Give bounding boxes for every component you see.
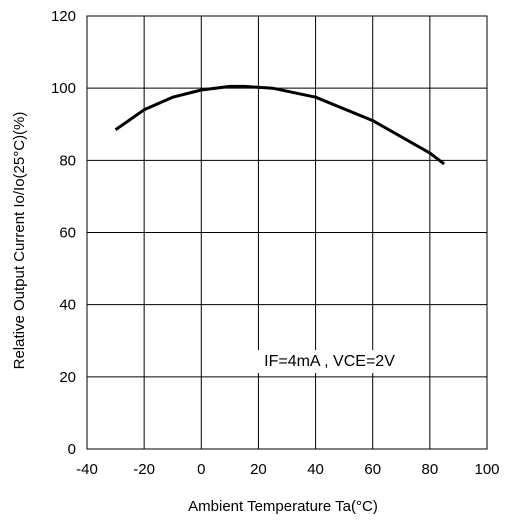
x-tick-label: 60: [364, 461, 381, 478]
y-tick-label: 40: [59, 297, 76, 314]
y-tick-label: 60: [59, 225, 76, 242]
annotation-text: IF=4mA , VCE=2V: [264, 353, 395, 370]
x-tick-labels: -40 -20 0 20 40 60 80 100: [76, 461, 499, 478]
x-tick-label: -20: [133, 461, 155, 478]
x-tick-label: 0: [197, 461, 205, 478]
x-tick-label: 80: [422, 461, 439, 478]
grid-lines: [86, 15, 488, 450]
x-tick-label: 20: [250, 461, 267, 478]
y-tick-label: 80: [59, 152, 76, 169]
plot-frame: [86, 15, 488, 450]
y-tick-label: 120: [51, 8, 76, 25]
series-group: [114, 84, 446, 166]
series-line-0: [114, 84, 446, 166]
y-tick-label: 100: [51, 80, 76, 97]
x-axis-label: Ambient Temperature Ta(°C): [188, 498, 378, 515]
x-tick-label: 100: [474, 461, 499, 478]
y-tick-labels: 0 20 40 60 80 100 120: [51, 8, 76, 458]
x-tick-label: -40: [76, 461, 98, 478]
annotation-background: [256, 350, 404, 374]
y-axis-label: Relative Output Current Io/Io(25°C)(%): [11, 112, 28, 370]
y-tick-label: 0: [68, 441, 76, 458]
x-tick-label: 40: [307, 461, 324, 478]
y-tick-label: 20: [59, 369, 76, 386]
